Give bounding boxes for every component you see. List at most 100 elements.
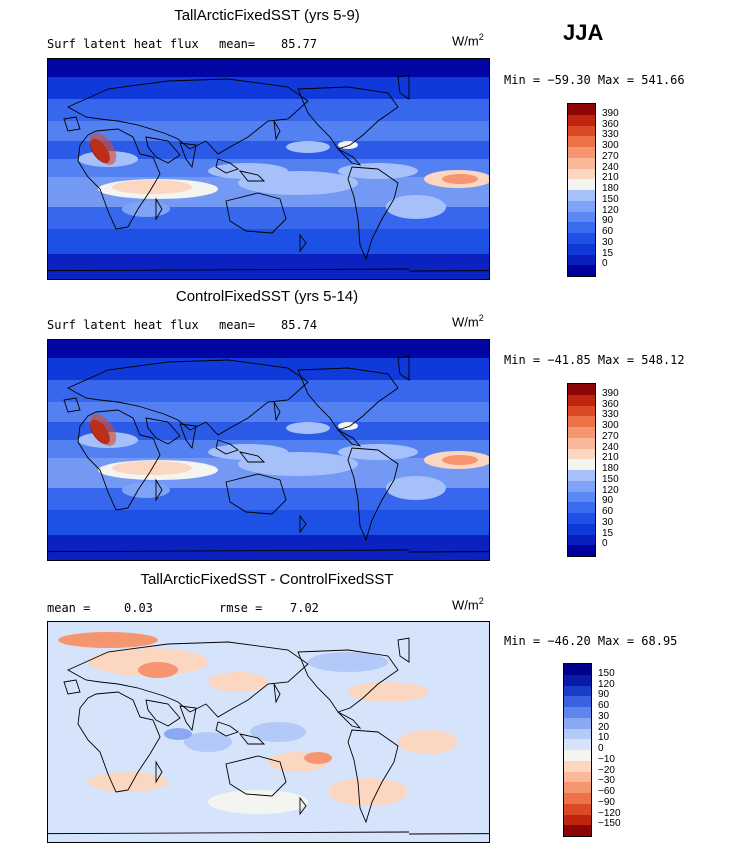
- panel-1-colorbar-tick-label: 120: [602, 204, 619, 216]
- panel-2-map: [47, 339, 490, 561]
- panel-3-coastline: [66, 641, 309, 718]
- panel-1-coastline: [408, 270, 489, 272]
- panel-1-colorbar-swatch: [568, 114, 595, 126]
- panel-2-field-band: [48, 402, 489, 422]
- panel-1-coastline: [77, 128, 161, 230]
- panel-2-coastline: [155, 478, 163, 502]
- panel-1-colorbar-swatch: [568, 136, 595, 147]
- panel-2-colorbar-tick-label: 15: [602, 527, 614, 539]
- panel-2-mean-label: mean=: [219, 318, 256, 332]
- panel-3-coastline: [179, 705, 197, 732]
- panel-2-colorbar-tick-label: 330: [602, 409, 619, 421]
- panel-3-colorbar-swatch: [564, 782, 591, 793]
- panel-2-colorbar-swatch: [568, 416, 595, 427]
- panel-1-colorbar-tick-label: 330: [602, 129, 619, 141]
- panel-2-colorbar-swatch: [568, 448, 595, 460]
- panel-2-colorbar-swatch: [568, 384, 595, 395]
- panel-3-colorbar-tick-label: 20: [598, 721, 610, 733]
- panel-1-colorbar-tick-label: 150: [602, 193, 619, 205]
- season-label: JJA: [563, 20, 604, 45]
- panel-3-title: TallArcticFixedSST - ControlFixedSST: [140, 571, 394, 588]
- panel-1-field-blob: [286, 141, 330, 153]
- panel-1-colorbar-tick-label: 270: [602, 150, 619, 162]
- panel-3-field-blob: [304, 752, 332, 764]
- panel-1-field-blob: [442, 174, 478, 184]
- panel-3-colorbar-tick-label: −150: [598, 818, 621, 830]
- panel-1-colorbar-tick-label: 0: [602, 258, 608, 270]
- panel-1-coastline: [225, 192, 287, 234]
- panel-1-colorbar-tick-label: 30: [602, 236, 614, 248]
- panel-3-coastline: [77, 691, 161, 793]
- panel-1-coastline: [397, 74, 410, 100]
- panel-2-field-label: Surf latent heat flux: [47, 318, 199, 332]
- panel-3-colorbar-tick-label: 10: [598, 732, 610, 744]
- panel-2-colorbar-swatch: [568, 427, 595, 438]
- panel-2-units: W/m2: [452, 313, 484, 330]
- panel-3-colorbar-tick-label: 150: [598, 667, 615, 679]
- panel-1-colorbar-tick-label: 300: [602, 140, 619, 151]
- panel-3-field-blob: [398, 730, 458, 754]
- panel-2-colorbar-tick-label: 120: [602, 484, 619, 496]
- panel-1-coastline: [145, 136, 181, 164]
- panel-3-colorbar-swatch: [564, 771, 591, 783]
- panel-3-field-blob: [184, 732, 232, 752]
- panel-2-coastline: [179, 423, 197, 450]
- panel-2-colorbar-tick-label: 210: [602, 452, 619, 464]
- panel-3-colorbar-swatch: [564, 717, 591, 729]
- panel-1-coastline: [48, 268, 410, 272]
- panel-3-colorbar-swatch: [564, 760, 591, 772]
- panel-1-field-label: Surf latent heat flux: [47, 37, 199, 51]
- panel-3-coastline: [397, 637, 410, 663]
- panel-2-colorbar-swatch: [568, 394, 595, 406]
- panel-3-colorbar-tick-label: −10: [598, 753, 615, 765]
- panel-3-colorbar-tick-label: −60: [598, 786, 615, 797]
- panel-1-colorbar-tick-label: 15: [602, 247, 614, 259]
- panel-1-colorbar-tick-label: 210: [602, 172, 619, 184]
- panel-1-coastline: [337, 148, 362, 166]
- panel-1-coastline: [179, 142, 197, 169]
- panel-3-map: [47, 621, 490, 843]
- panel-1-colorbar-swatch: [568, 190, 595, 201]
- panel-3-colorbar-swatch: [564, 750, 591, 761]
- panel-2-field-band: [48, 380, 489, 402]
- panel-3-colorbar-swatch: [564, 696, 591, 707]
- panel-3-rmse-value: 7.02: [290, 601, 319, 615]
- panel-3-field-blob: [250, 722, 306, 742]
- panel-2-colorbar-swatch: [568, 534, 595, 546]
- panel-1-coastline: [215, 158, 266, 182]
- panel-3-colorbar-tick-label: 30: [598, 710, 610, 722]
- panel-2-colorbar-tick-label: 300: [602, 420, 619, 431]
- panel-1-colorbar-swatch: [568, 104, 595, 115]
- panel-3-coastline: [347, 729, 399, 824]
- panel-3-rmse-label: rmse =: [219, 601, 263, 615]
- panel-3-colorbar-swatch: [564, 793, 591, 804]
- panel-3-field-blob: [208, 672, 268, 692]
- panel-3-coastline: [337, 711, 362, 729]
- panel-2-coastline: [48, 549, 410, 553]
- panel-3-coastlines-wrap: [408, 833, 489, 835]
- panel-1-coastlines: [48, 74, 410, 272]
- panel-1-map: [47, 58, 490, 280]
- panel-1-coastline: [273, 120, 281, 141]
- panel-3-colorbar-swatch: [564, 707, 591, 718]
- panel-1-colorbar-tick-label: 180: [602, 183, 619, 194]
- panel-2-coastline: [397, 355, 410, 381]
- panel-2-colorbar-tick-label: 240: [602, 441, 619, 453]
- panel-1-field-blob: [208, 163, 288, 179]
- panel-2-field-blob: [208, 444, 288, 460]
- panel-2-colorbar-swatch: [568, 545, 595, 556]
- panel-1-field-band: [48, 99, 489, 121]
- panel-3-units: W/m2: [452, 596, 484, 613]
- panel-3-colorbar-tick-label: 60: [598, 700, 610, 711]
- panel-1-colorbar-swatch: [568, 211, 595, 223]
- panel-2-colorbar-swatch: [568, 405, 595, 417]
- panel-3-colorbar: [563, 663, 592, 837]
- panel-2-colorbar-tick-label: 270: [602, 430, 619, 442]
- panel-1-field-blob: [338, 163, 418, 179]
- panel-1-coastline: [299, 233, 307, 253]
- panel-1-field-band: [48, 254, 489, 279]
- panel-3-mean-label: mean =: [47, 601, 91, 615]
- panel-1-colorbar-swatch: [568, 168, 595, 180]
- panel-3-colorbar-swatch: [564, 814, 591, 826]
- panel-2-field-blob: [286, 422, 330, 434]
